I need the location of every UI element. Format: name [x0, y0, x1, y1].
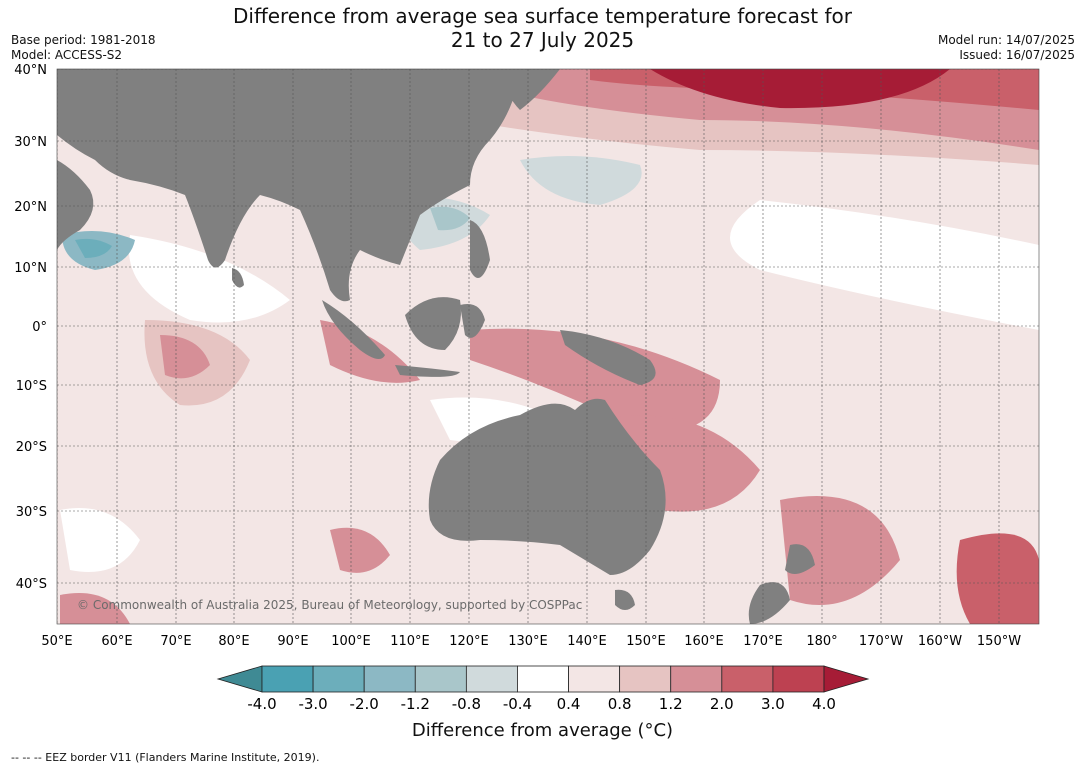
neutral-patch-pacific	[730, 200, 1039, 330]
cool-core-scs	[430, 206, 470, 231]
lon-label: 170°E	[743, 634, 783, 649]
colorbar-tick-label: -0.4	[503, 695, 532, 713]
lon-label: 70°E	[160, 634, 191, 649]
colorbar-title: Difference from average (°C)	[411, 720, 674, 741]
neutral-patch-arabian	[128, 235, 290, 323]
lat-label: 20°S	[16, 440, 47, 455]
colorbar-tick-label: 0.4	[557, 695, 581, 713]
warm-patch-south-indian	[330, 527, 390, 573]
colorbar-tick-label: -4.0	[247, 695, 276, 713]
lat-label: 40°N	[14, 63, 47, 78]
lat-label: 0°	[32, 320, 47, 335]
lat-label: 30°S	[16, 505, 47, 520]
lat-label: 30°N	[14, 135, 47, 150]
land	[57, 69, 815, 624]
colorbar-high-extension	[823, 665, 870, 693]
colorbar-segment	[721, 665, 774, 693]
warm-patch-sw-corner	[60, 592, 130, 624]
map-title: Difference from average sea surface temp…	[0, 4, 1085, 52]
land-philippines	[470, 220, 490, 278]
colorbar-tick-label: 2.0	[710, 695, 734, 713]
warm-patch-tasman	[780, 496, 900, 605]
colorbar-segment	[517, 665, 569, 693]
lat-label: 10°N	[14, 261, 47, 276]
colorbar-tick-label: 0.8	[608, 695, 632, 713]
land-japan	[500, 69, 560, 110]
colorbar-segment	[312, 665, 365, 693]
footnote: -- -- -- EEZ border V11 (Flanders Marine…	[11, 751, 320, 764]
lon-label: 170°W	[859, 634, 903, 649]
lat-label: 40°S	[16, 577, 47, 592]
colorbar-tick-label: -0.8	[452, 695, 481, 713]
gridlines	[57, 69, 1039, 624]
lon-label: 110°E	[390, 634, 430, 649]
colorbar-segment	[465, 665, 518, 693]
warm-patch-se-pacific	[956, 533, 1039, 624]
lon-label: 50°E	[41, 634, 72, 649]
lon-label: 160°W	[918, 634, 962, 649]
colorbar-segment	[619, 665, 672, 693]
lon-label: 140°E	[567, 634, 607, 649]
cold-patch-arabian	[75, 238, 112, 258]
issued-date: Issued: 16/07/2025	[959, 48, 1075, 62]
colorbar-segment	[363, 665, 416, 693]
colorbar-tick-label: 4.0	[812, 695, 836, 713]
land-asia	[57, 69, 520, 302]
colorbar-segment	[772, 665, 825, 693]
meta-right: Model run: 14/07/2025 Issued: 16/07/2025	[938, 33, 1075, 63]
colorbar-segment	[670, 665, 723, 693]
land-sri-lanka	[232, 268, 244, 288]
hottest-core-north-pacific	[650, 69, 950, 109]
colorbar-low-extension	[216, 665, 263, 693]
land-tasmania	[615, 589, 635, 610]
land-australia	[428, 398, 666, 575]
lat-label: 20°N	[14, 200, 47, 215]
cool-patch-nw-pacific	[520, 156, 642, 205]
lon-label: 150°E	[626, 634, 666, 649]
map-area: © Commonwealth of Australia 2025, Bureau…	[57, 69, 1039, 624]
colorbar-tick-label: 1.2	[659, 695, 683, 713]
land-sulawesi	[460, 304, 485, 338]
lon-label: 60°E	[101, 634, 132, 649]
colorbar-tick-label: -1.2	[401, 695, 430, 713]
lat-label: 10°S	[16, 379, 47, 394]
title-line-1: Difference from average sea surface temp…	[232, 4, 852, 28]
lon-label: 90°E	[277, 634, 308, 649]
warm-patch-new-guinea	[470, 328, 720, 432]
colorbar-tick-label: -2.0	[350, 695, 379, 713]
meta-left: Base period: 1981-2018 Model: ACCESS-S2	[11, 33, 156, 63]
model-run: Model run: 14/07/2025	[937, 33, 1075, 47]
land-arabia	[57, 160, 94, 250]
land-borneo	[405, 297, 461, 350]
longitude-labels: 50°E 60°E 70°E 80°E 90°E 100°E 110°E 120°E 130°E…	[41, 634, 1021, 649]
copyright-text: © Commonwealth of Australia 2025, Bureau…	[77, 598, 582, 612]
latitude-labels: 40°N 30°N 20°N 10°N 0° 10°S 20°S 30°S 40°S	[14, 63, 47, 592]
colorbar-segment	[261, 665, 314, 693]
land-nz-north	[785, 544, 815, 574]
lon-label: 120°E	[449, 634, 489, 649]
title-line-2: 21 to 27 July 2025	[450, 28, 635, 52]
colorbar-tick-label: -3.0	[298, 695, 327, 713]
colorbar-tick-labels: -4.0 -3.0 -2.0 -1.2 -0.8 -0.4 0.4 0.8 1.2 2.0 3.0 4…	[247, 695, 836, 713]
lon-label: 100°E	[331, 634, 371, 649]
map-frame	[56, 68, 1040, 625]
colorbar-segment	[414, 665, 467, 693]
neutral-patch-sw	[60, 508, 140, 572]
land-new-guinea	[560, 330, 656, 385]
land-sumatra	[322, 300, 385, 359]
lon-label: 160°E	[684, 634, 724, 649]
model-name: Model: ACCESS-S2	[11, 48, 123, 62]
land-nz-south	[748, 582, 790, 624]
lon-label: 130°E	[508, 634, 548, 649]
lon-label: 80°E	[218, 634, 249, 649]
colorbar-tick-label: 3.0	[761, 695, 785, 713]
warm-core-indian-1	[160, 335, 210, 379]
lon-label: 180°	[806, 634, 837, 649]
colorbar-segment	[568, 665, 621, 693]
colorbar	[216, 665, 870, 693]
base-period: Base period: 1981-2018	[11, 33, 156, 47]
lon-label: 150°W	[977, 634, 1021, 649]
land-java	[395, 365, 460, 377]
